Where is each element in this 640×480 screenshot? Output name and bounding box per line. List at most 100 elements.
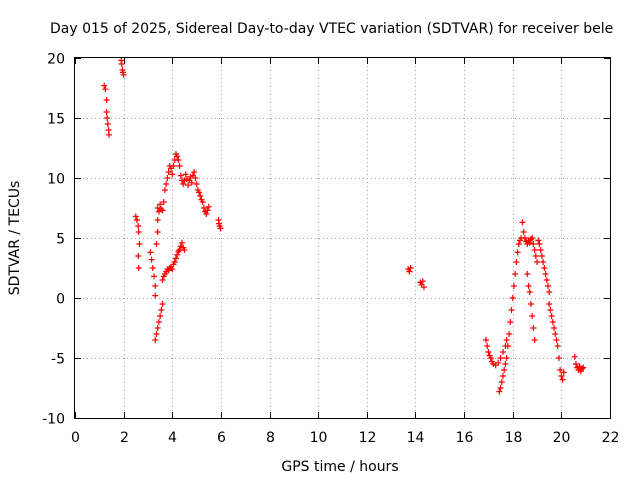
y-axis-label: SDTVAR / TECUs — [7, 181, 23, 296]
data-point — [420, 284, 427, 291]
data-point — [103, 109, 110, 115]
x-tick-label: 22 — [602, 430, 620, 446]
data-point — [165, 169, 172, 175]
data-point — [534, 259, 541, 265]
data-point — [193, 181, 200, 187]
data-point — [153, 241, 160, 247]
data-point — [182, 171, 189, 178]
data-point — [537, 247, 544, 253]
x-tick-labels: 0 2 4 6 8 10 12 14 16 18 20 22 — [71, 430, 619, 446]
data-point — [179, 239, 185, 246]
data-point — [572, 361, 579, 367]
x-tick-label: 16 — [456, 430, 474, 446]
data-point — [135, 223, 142, 229]
data-point — [506, 331, 513, 337]
data-point — [546, 289, 553, 295]
data-point — [520, 229, 527, 235]
data-point — [159, 277, 166, 283]
data-points — [101, 57, 587, 395]
data-point — [169, 266, 176, 273]
y-tick-label: 10 — [47, 172, 65, 188]
data-point — [163, 181, 170, 187]
data-point — [482, 337, 489, 343]
data-point — [515, 241, 522, 247]
y-tick-label: -5 — [51, 352, 65, 368]
data-point — [152, 337, 159, 343]
data-point — [508, 307, 515, 313]
data-point — [205, 203, 212, 210]
data-point — [151, 273, 158, 280]
data-point — [147, 249, 154, 256]
data-point — [200, 205, 207, 211]
data-point — [175, 248, 182, 255]
data-point — [555, 355, 562, 361]
data-point — [136, 241, 143, 247]
data-point — [188, 179, 195, 186]
data-point — [525, 283, 532, 289]
data-point — [154, 217, 161, 223]
data-point — [532, 253, 539, 259]
x-tick-label: 14 — [407, 430, 425, 446]
x-tick-label: 2 — [120, 430, 129, 446]
data-point — [500, 349, 506, 355]
plot-frame — [74, 57, 611, 419]
data-point — [406, 268, 413, 275]
data-point — [558, 373, 565, 379]
data-point — [554, 343, 561, 349]
data-point — [154, 229, 161, 235]
data-point — [102, 86, 109, 93]
data-point — [504, 343, 511, 349]
data-point — [531, 247, 538, 253]
x-tick-label: 8 — [266, 430, 275, 446]
data-point — [513, 259, 520, 265]
data-point — [120, 71, 127, 78]
data-point — [485, 349, 492, 355]
data-point — [154, 205, 161, 211]
data-point — [538, 253, 545, 259]
data-point — [104, 115, 111, 121]
data-point — [135, 229, 142, 235]
data-point — [548, 313, 555, 319]
axis-ticks — [75, 58, 611, 419]
data-point — [169, 171, 176, 178]
data-point — [160, 199, 167, 205]
data-point — [507, 319, 514, 325]
data-point — [560, 369, 567, 376]
data-point — [512, 271, 519, 277]
data-point — [502, 361, 509, 367]
data-point — [180, 181, 187, 187]
data-point — [503, 337, 510, 343]
x-tick-label: 18 — [505, 430, 523, 446]
data-point — [159, 207, 166, 214]
data-point — [196, 189, 203, 196]
data-point — [509, 295, 516, 301]
data-point — [536, 241, 543, 247]
chart-title: Day 015 of 2025, Sidereal Day-to-day VTE… — [50, 21, 613, 37]
data-point — [498, 379, 505, 385]
data-point — [497, 385, 504, 391]
data-point — [153, 331, 160, 337]
data-point — [484, 343, 491, 349]
data-point — [524, 271, 531, 277]
x-tick-label: 4 — [168, 430, 177, 446]
x-tick-label: 10 — [310, 430, 328, 446]
data-point — [497, 355, 504, 361]
data-point — [529, 313, 536, 319]
data-point — [158, 206, 165, 213]
data-point — [174, 153, 181, 160]
data-point — [177, 172, 184, 179]
data-point — [185, 182, 192, 189]
y-tick-label: 5 — [56, 232, 65, 248]
data-point — [514, 249, 521, 256]
data-point — [580, 364, 587, 371]
y-tick-label: -10 — [42, 412, 65, 428]
data-point — [103, 97, 110, 103]
data-point — [519, 219, 526, 226]
data-point — [419, 278, 426, 285]
data-point — [171, 259, 178, 265]
data-point — [547, 307, 554, 313]
data-point — [542, 271, 549, 277]
data-point — [203, 211, 210, 217]
y-tick-label: 0 — [56, 292, 65, 308]
